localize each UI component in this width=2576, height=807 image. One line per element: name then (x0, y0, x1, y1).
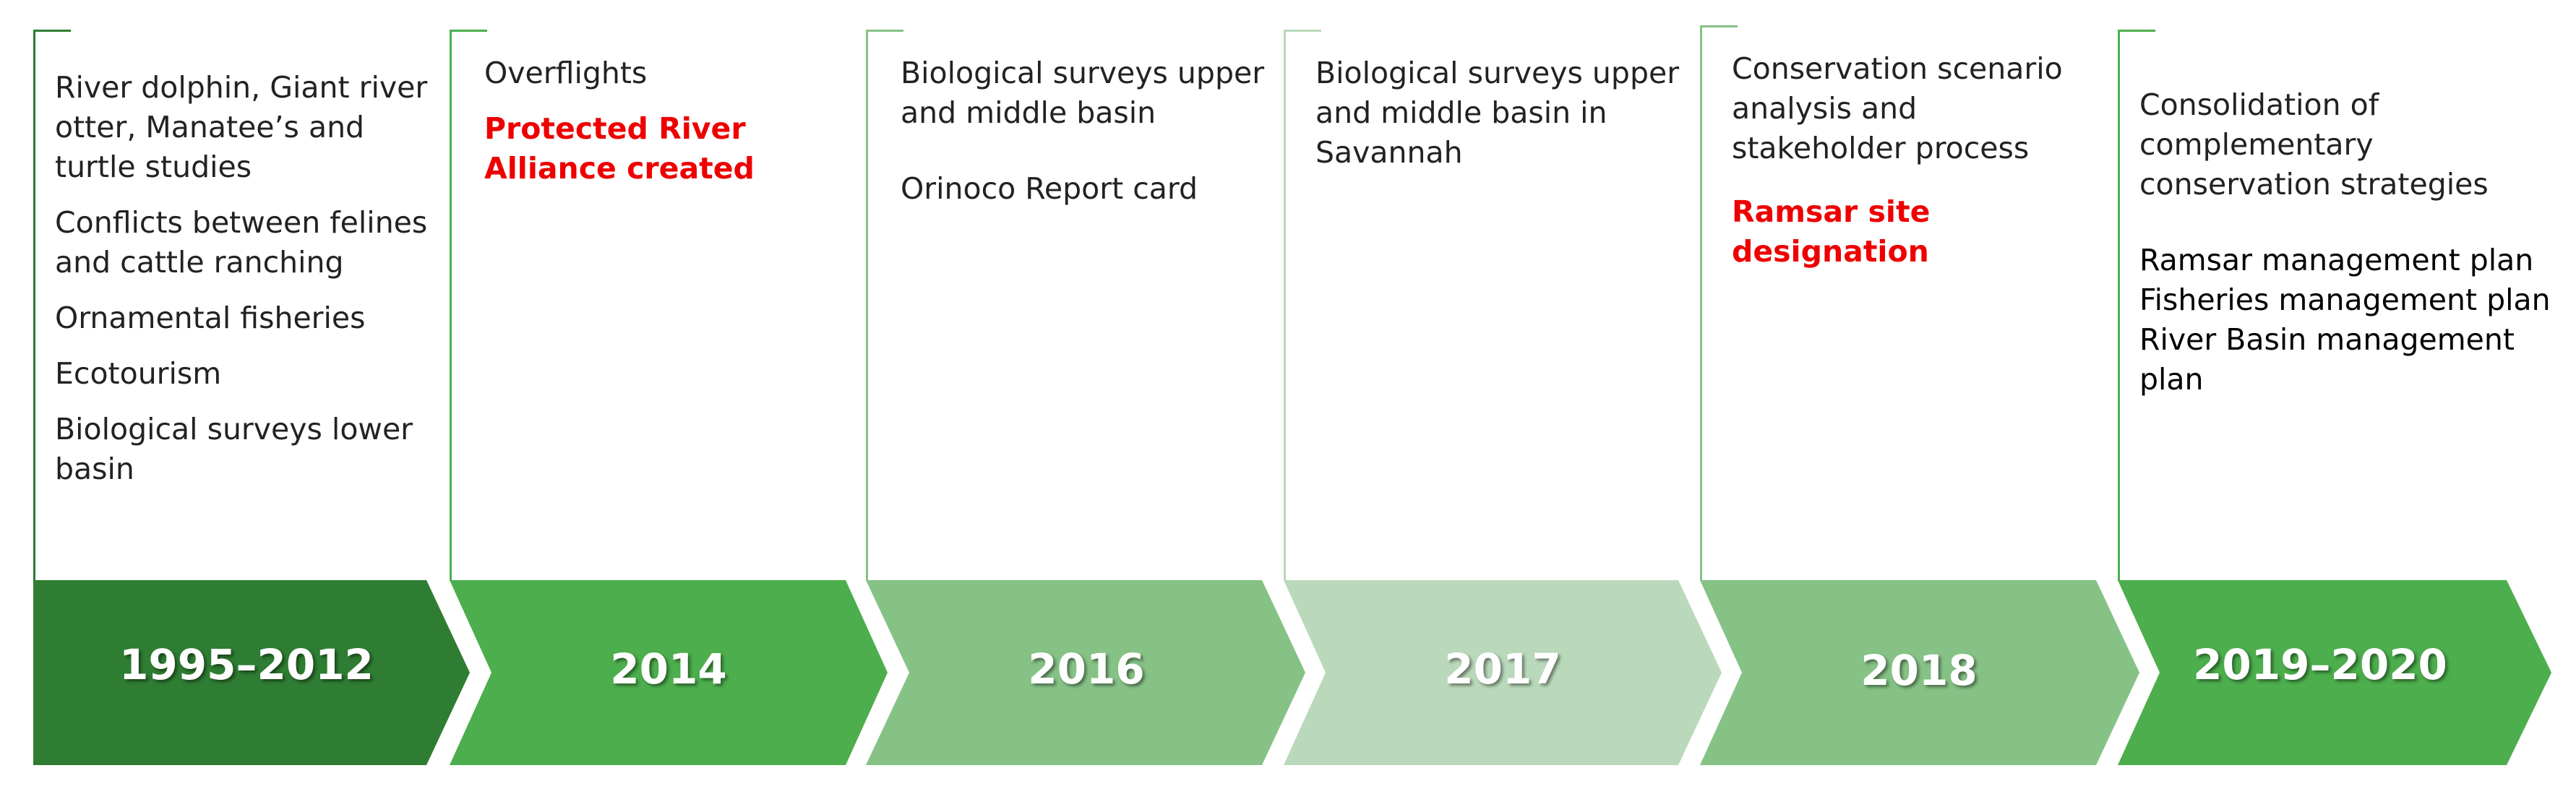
year-chevron-2018 (1700, 580, 2139, 765)
timeline-column-2018: Conservation scenario analysis and stake… (1700, 0, 2090, 807)
column-bracket (2118, 30, 2155, 581)
column-notes: Consolidation of complementary conservat… (2139, 85, 2559, 400)
column-notes: Biological surveys upper and middle basi… (1315, 53, 1691, 173)
year-chevron-2016 (866, 580, 1305, 765)
note-river-basin-plan: River Basin management plan (2139, 322, 2515, 397)
timeline-column-2017: Biological surveys upper and middle basi… (1284, 0, 1679, 807)
column-notes: River dolphin, Giant river otter, Manate… (55, 68, 431, 489)
timeline-column-2014: Overflights Protected River Alliance cre… (450, 0, 840, 807)
timeline-column-2019-2020: Consolidation of complementary conservat… (2118, 0, 2551, 807)
column-bracket (866, 30, 903, 581)
column-bracket (450, 30, 487, 581)
note-overflights: Overflights (484, 56, 648, 90)
note-orinoco-report-card: Orinoco Report card (901, 171, 1198, 206)
note-feline-conflicts: Conflicts between felines and cattle ran… (55, 205, 428, 280)
year-label: 2014 (610, 644, 727, 694)
note-surveys-savannah: Biological surveys upper and middle basi… (1315, 56, 1680, 170)
column-bracket (1284, 30, 1321, 581)
year-label: 1995–2012 (119, 640, 374, 689)
note-protected-river-alliance: Protected River Alliance created (484, 111, 755, 186)
year-label: 2019–2020 (2193, 640, 2447, 689)
column-bracket (1700, 25, 1738, 581)
note-surveys-upper-middle-basin: Biological surveys upper and middle basi… (901, 56, 1265, 130)
timeline-column-2016: Biological surveys upper and middle basi… (866, 0, 1264, 807)
column-notes: Biological surveys upper and middle basi… (901, 53, 1276, 209)
year-label: 2016 (1028, 644, 1145, 694)
year-chevron-1995-2012 (33, 580, 470, 765)
year-chevron-2014 (450, 580, 888, 765)
year-label: 2017 (1444, 644, 1561, 694)
note-surveys-lower-basin: Biological surveys lower basin (55, 412, 413, 486)
note-ramsar-designation: Ramsar site designation (1732, 194, 1931, 269)
timeline-column-1995-2012: River dolphin, Giant river otter, Manate… (33, 0, 427, 807)
column-notes: Conservation scenario analysis and stake… (1732, 49, 2093, 272)
note-fisheries-plan: Fisheries management plan (2139, 282, 2551, 317)
note-ecotourism: Ecotourism (55, 356, 222, 391)
note-consolidation: Consolidation of complementary conservat… (2139, 87, 2489, 202)
note-conservation-scenario: Conservation scenario analysis and stake… (1732, 51, 2063, 165)
year-chevron-2017 (1284, 580, 1722, 765)
column-bracket (33, 30, 71, 581)
note-ornamental-fisheries: Ornamental fisheries (55, 301, 366, 335)
note-species-studies: River dolphin, Giant river otter, Manate… (55, 70, 428, 184)
column-notes: Overflights Protected River Alliance cre… (484, 53, 817, 189)
year-chevron-2019-2020 (2118, 580, 2551, 765)
year-label: 2018 (1860, 646, 1978, 695)
note-ramsar-plan: Ramsar management plan (2139, 243, 2534, 277)
